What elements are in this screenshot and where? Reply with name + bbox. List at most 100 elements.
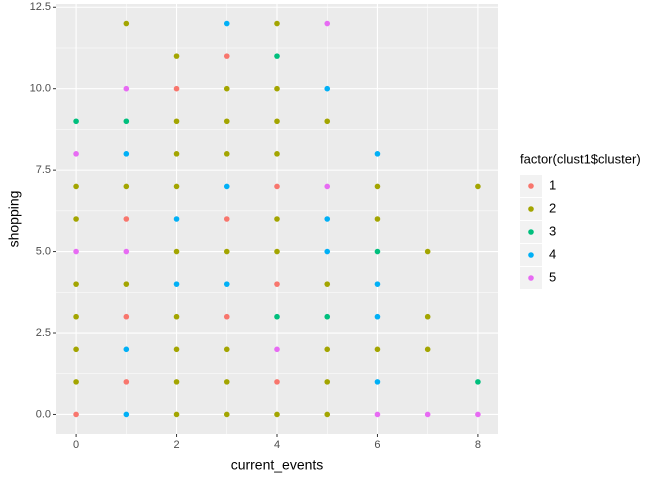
point bbox=[274, 183, 280, 190]
point bbox=[475, 411, 481, 418]
point bbox=[274, 281, 280, 287]
point bbox=[223, 118, 230, 125]
point bbox=[324, 20, 331, 27]
point bbox=[223, 216, 230, 222]
point bbox=[123, 183, 130, 190]
point bbox=[173, 379, 180, 385]
point bbox=[274, 379, 280, 385]
point bbox=[324, 379, 331, 385]
point bbox=[173, 85, 180, 92]
point bbox=[374, 151, 381, 157]
y-tick-label: 12.5 bbox=[30, 1, 51, 13]
point bbox=[374, 248, 381, 255]
point bbox=[223, 183, 230, 190]
point bbox=[173, 183, 180, 190]
point bbox=[173, 411, 180, 418]
point bbox=[324, 248, 331, 255]
point bbox=[223, 248, 230, 255]
point bbox=[73, 411, 79, 418]
x-tick-label: 8 bbox=[475, 439, 481, 451]
point bbox=[374, 216, 381, 222]
point bbox=[424, 346, 431, 353]
point bbox=[274, 346, 280, 353]
point bbox=[223, 281, 230, 287]
point bbox=[73, 379, 79, 385]
point bbox=[324, 346, 331, 353]
point bbox=[274, 85, 280, 92]
point bbox=[324, 411, 331, 418]
legend-label: 2 bbox=[549, 200, 556, 215]
y-tick-label: 10.0 bbox=[30, 83, 51, 95]
point bbox=[73, 313, 79, 320]
x-tick-label: 6 bbox=[374, 439, 380, 451]
point bbox=[123, 379, 130, 385]
point bbox=[223, 346, 230, 353]
point bbox=[274, 411, 280, 418]
y-tick-label: 5.0 bbox=[36, 245, 51, 257]
point bbox=[324, 216, 331, 222]
point bbox=[223, 53, 230, 59]
legend-label: 3 bbox=[549, 223, 556, 238]
point bbox=[424, 411, 431, 418]
point bbox=[374, 411, 381, 418]
point bbox=[223, 20, 230, 27]
point bbox=[123, 346, 130, 353]
legend-label: 4 bbox=[549, 246, 556, 261]
y-tick-label: 7.5 bbox=[36, 164, 51, 176]
point bbox=[475, 183, 481, 190]
point bbox=[324, 85, 331, 92]
point bbox=[424, 313, 431, 320]
point bbox=[73, 281, 79, 287]
point bbox=[274, 313, 280, 320]
point bbox=[73, 151, 79, 157]
point bbox=[324, 281, 331, 287]
point bbox=[374, 281, 381, 287]
point bbox=[123, 248, 130, 255]
point bbox=[223, 85, 230, 92]
point bbox=[73, 346, 79, 353]
point bbox=[274, 20, 280, 27]
point bbox=[374, 346, 381, 353]
point bbox=[73, 216, 79, 222]
point bbox=[324, 313, 331, 320]
legend-marker bbox=[528, 229, 534, 235]
legend-title: factor(clust1$cluster) bbox=[520, 151, 641, 166]
x-tick-label: 4 bbox=[274, 439, 280, 451]
point bbox=[173, 281, 180, 287]
point bbox=[73, 183, 79, 190]
point bbox=[223, 151, 230, 157]
point bbox=[424, 248, 431, 255]
point bbox=[123, 20, 130, 27]
point bbox=[123, 281, 130, 287]
point bbox=[123, 411, 130, 418]
legend-label: 1 bbox=[549, 177, 556, 192]
point bbox=[123, 216, 130, 222]
point bbox=[73, 118, 79, 125]
point bbox=[123, 151, 130, 157]
x-axis-title: current_events bbox=[231, 457, 324, 473]
point bbox=[123, 118, 130, 125]
point bbox=[274, 53, 280, 59]
legend-marker bbox=[528, 275, 534, 281]
point bbox=[123, 85, 130, 92]
point bbox=[374, 379, 381, 385]
point bbox=[173, 346, 180, 353]
point bbox=[274, 118, 280, 125]
point bbox=[173, 118, 180, 125]
x-tick-label: 0 bbox=[73, 439, 79, 451]
point bbox=[274, 248, 280, 255]
point bbox=[173, 313, 180, 320]
point bbox=[73, 248, 79, 255]
point bbox=[374, 183, 381, 190]
legend-label: 5 bbox=[549, 269, 556, 284]
y-axis-title: shopping bbox=[6, 191, 22, 248]
point bbox=[223, 313, 230, 320]
point bbox=[274, 216, 280, 222]
legend-marker bbox=[528, 252, 534, 258]
point bbox=[173, 151, 180, 157]
point bbox=[475, 379, 481, 385]
point bbox=[123, 313, 130, 320]
point bbox=[173, 216, 180, 222]
point bbox=[223, 411, 230, 418]
